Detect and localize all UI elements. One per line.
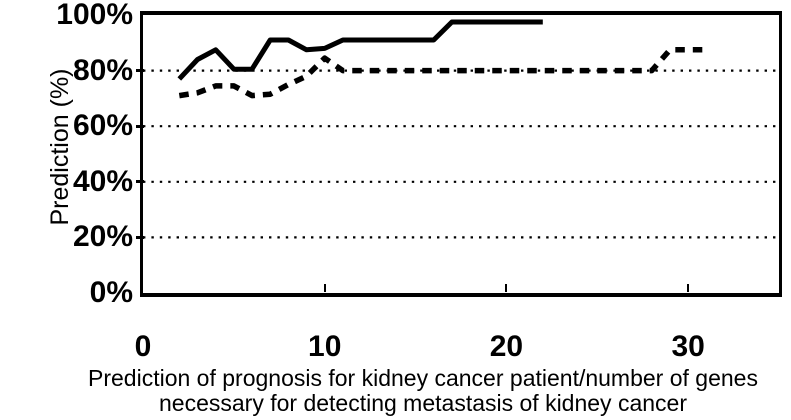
y-tick-mark-20 <box>136 235 144 239</box>
y-tick-label-20%: 20% <box>72 220 133 254</box>
y-tick-mark-40 <box>136 180 144 184</box>
x-tick-label-20: 20 <box>489 330 524 363</box>
x-tick-label-30: 30 <box>671 330 705 363</box>
plot-area <box>140 11 782 297</box>
y-tick-mark-80 <box>136 69 144 73</box>
x-tick-label-10: 10 <box>308 330 342 363</box>
x-tick-mark-20 <box>505 284 508 292</box>
x-axis-caption: Prediction of prognosis for kidney cance… <box>55 366 791 416</box>
x-tick-mark-10 <box>323 284 326 292</box>
y-tick-label-40%: 40% <box>72 164 133 198</box>
y-tick-label-80%: 80% <box>72 53 133 87</box>
x-axis-caption-line2: necessary for detecting metastasis of ki… <box>159 390 687 416</box>
x-axis-caption-line1: Prediction of prognosis for kidney cance… <box>88 365 758 391</box>
series-solid-line <box>177 19 543 81</box>
y-tick-label-60%: 60% <box>72 109 133 143</box>
chart-canvas <box>143 19 779 239</box>
y-tick-mark-60 <box>136 124 144 128</box>
y-tick-label-100%: 100% <box>56 0 133 31</box>
series-dashed-line <box>178 47 707 99</box>
x-tick-mark-30 <box>687 284 690 292</box>
x-tick-label-0: 0 <box>134 330 152 363</box>
y-tick-label-0%: 0% <box>89 276 133 309</box>
